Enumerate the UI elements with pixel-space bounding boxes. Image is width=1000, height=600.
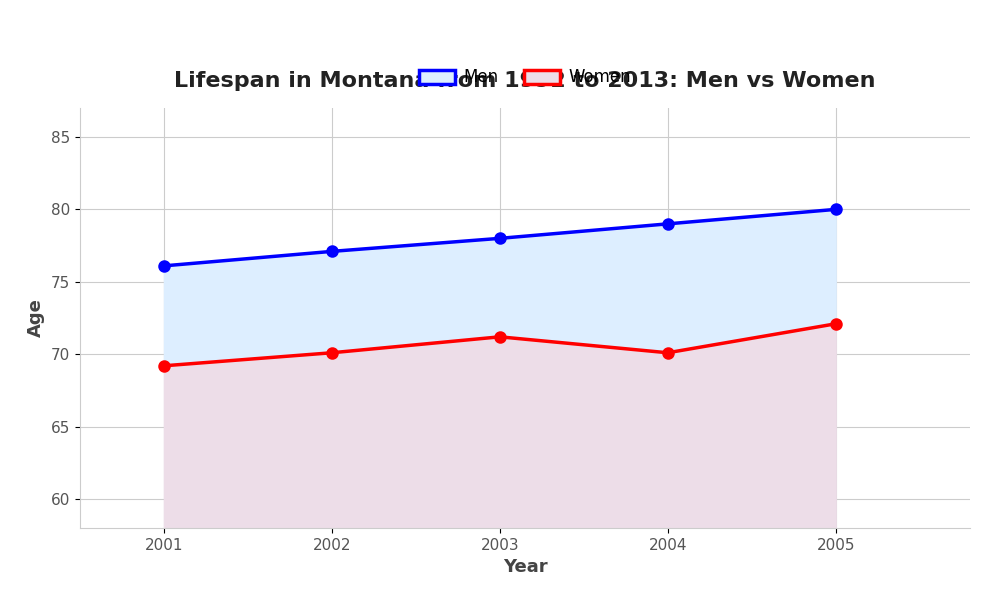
Title: Lifespan in Montana from 1992 to 2013: Men vs Women: Lifespan in Montana from 1992 to 2013: M… [174, 71, 876, 91]
X-axis label: Year: Year [503, 558, 547, 576]
Y-axis label: Age: Age [27, 299, 45, 337]
Legend: Men, Women: Men, Women [412, 62, 638, 93]
